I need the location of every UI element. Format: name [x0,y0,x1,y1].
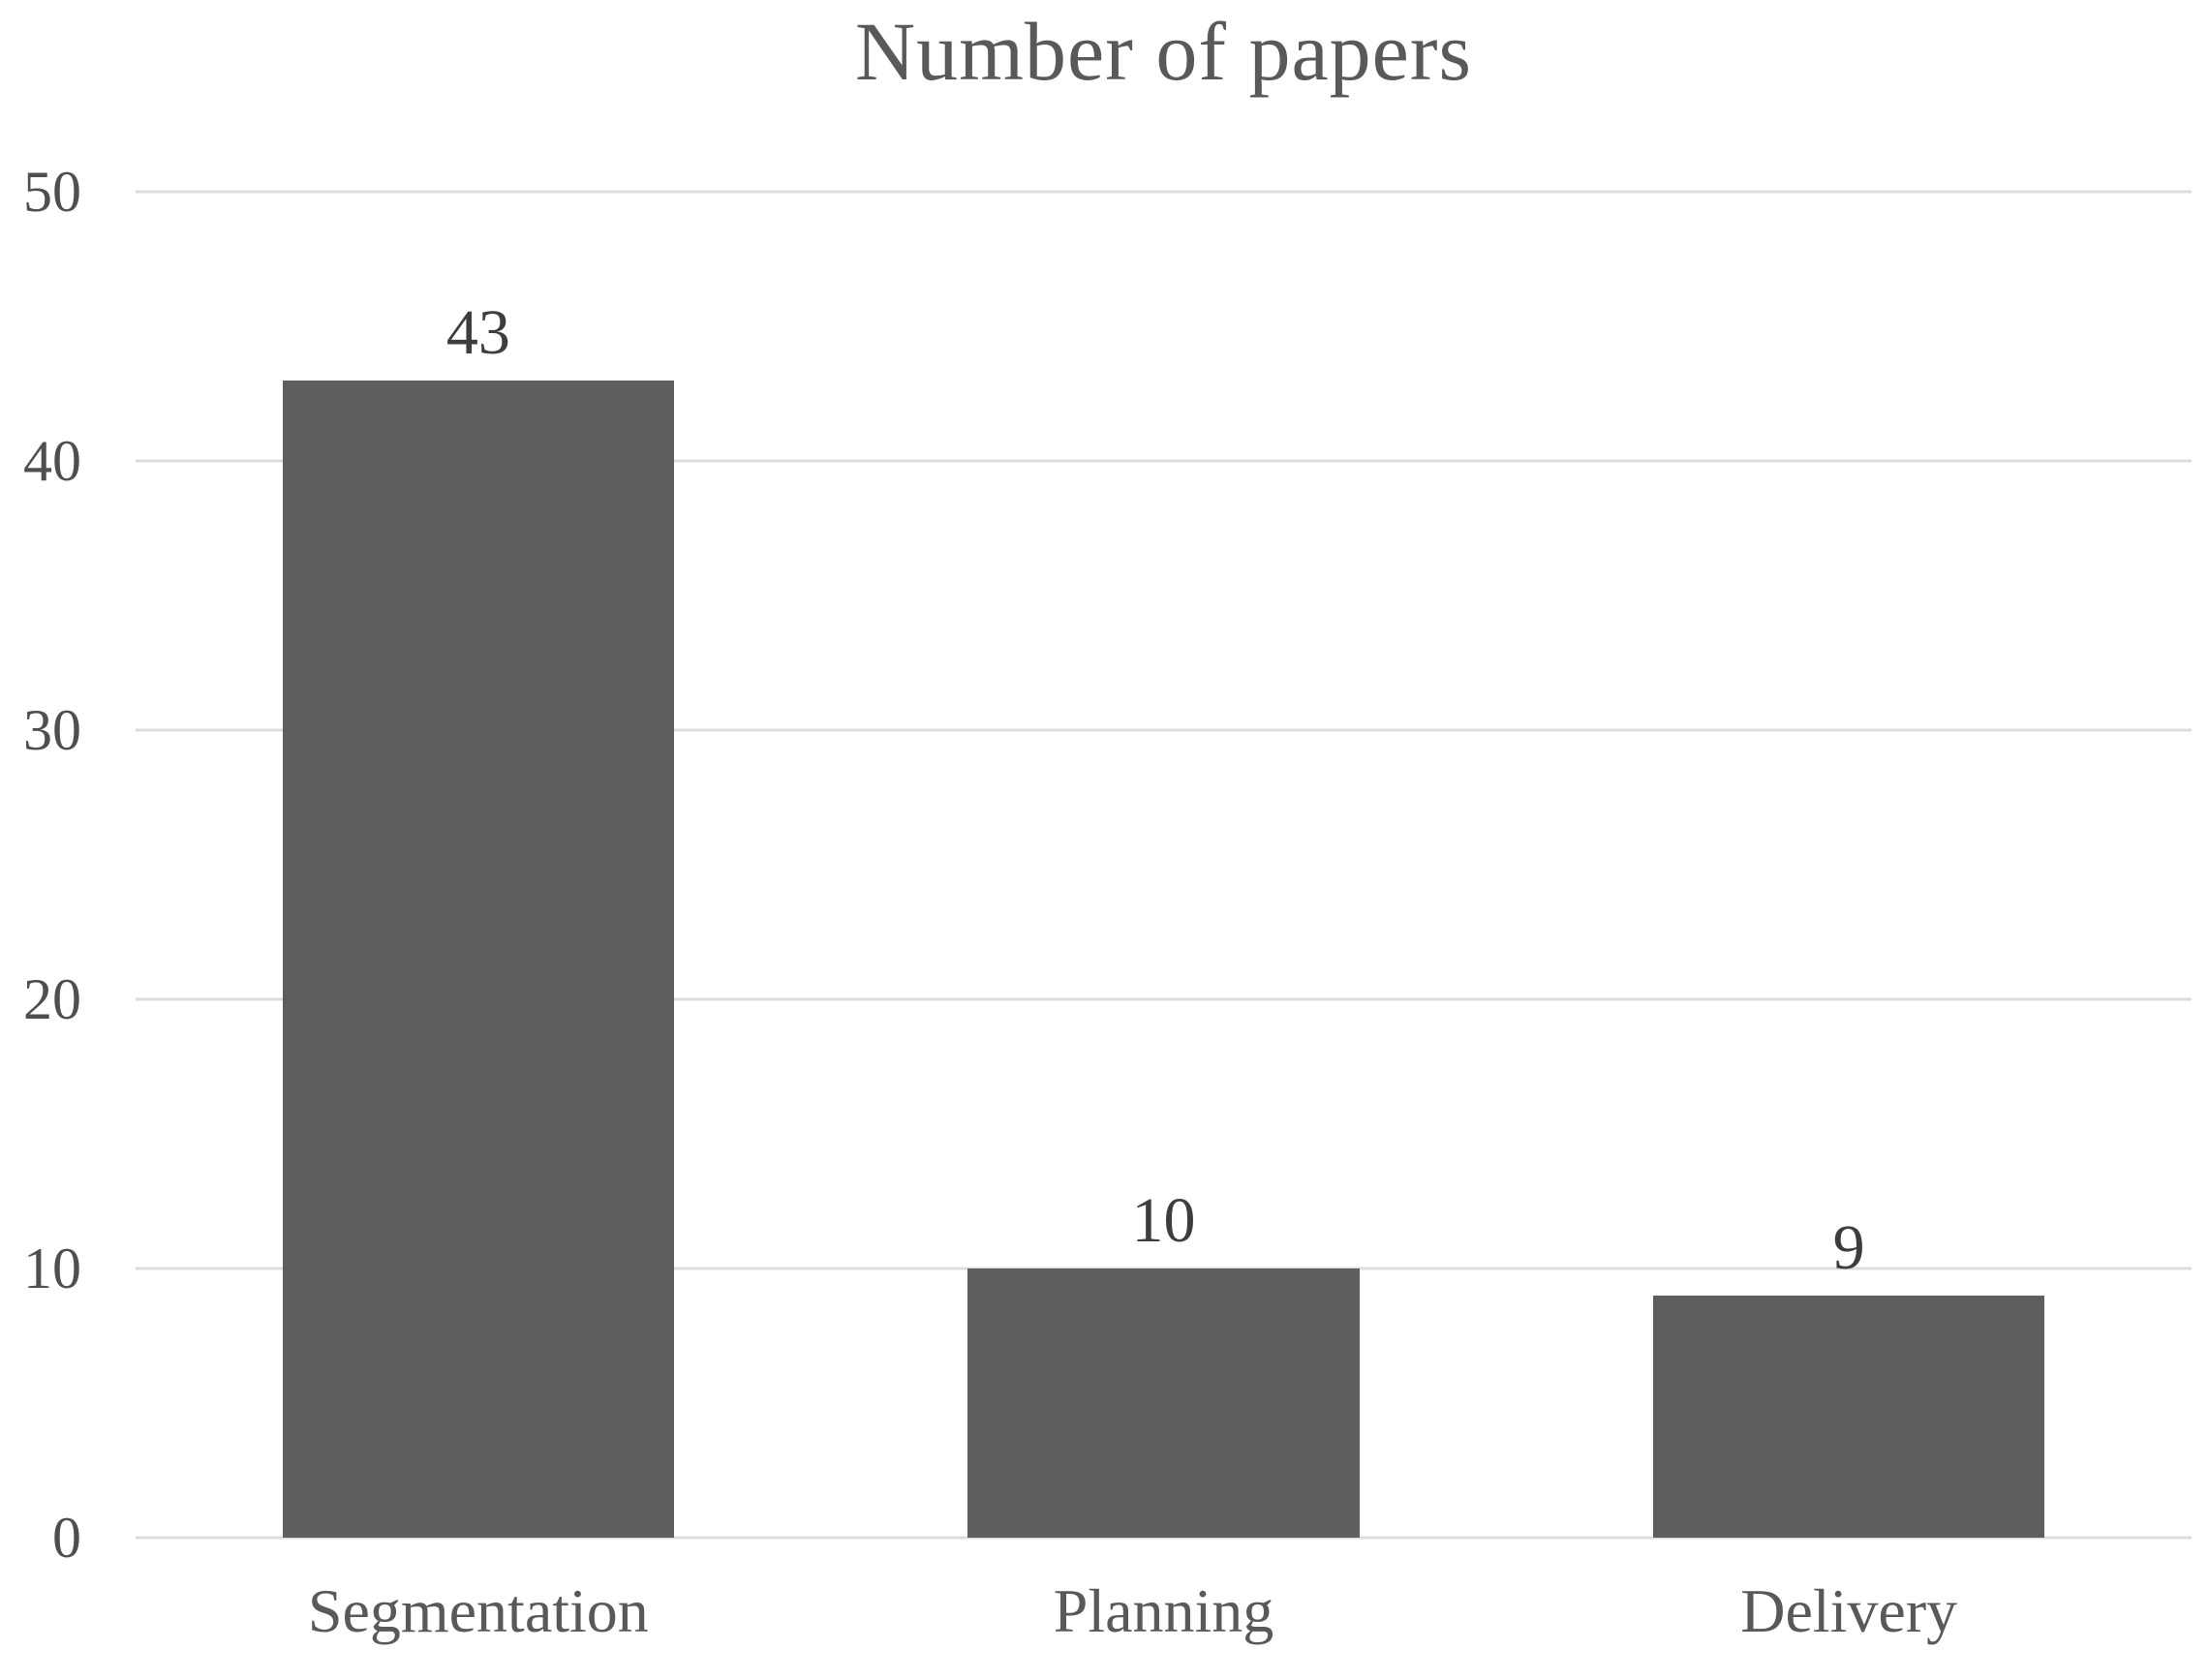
gridline-20 [136,997,2192,1001]
y-axis-tick-40: 40 [23,429,81,493]
y-axis-tick-50: 50 [23,160,81,224]
x-axis-label-planning: Planning [1053,1576,1274,1645]
bar-stack: 43 [282,192,674,1538]
x-axis-label-delivery: Delivery [1740,1576,1958,1645]
y-axis-tick-0: 0 [52,1506,81,1570]
bar-planning [967,1268,1360,1538]
bar-delivery [1653,1295,2045,1538]
bar-stack: 9 [1653,192,2045,1538]
gridline-0 [136,1536,2192,1540]
gridline-50 [136,190,2192,194]
bar-stack: 10 [967,192,1360,1538]
bar-segmentation [282,380,674,1538]
y-axis-tick-20: 20 [23,967,81,1031]
bar-value-label-planning: 10 [1131,1185,1196,1256]
plot-area: 43 10 9 [136,190,2192,1540]
bars-group: 43 10 9 [136,192,2192,1538]
gridline-30 [136,728,2192,732]
bar-value-label-segmentation: 43 [445,296,510,368]
bar-value-label-delivery: 9 [1832,1211,1865,1283]
bar-column-delivery: 9 [1506,192,2192,1538]
y-axis: 50 40 30 20 10 0 [0,163,81,1567]
x-axis: Segmentation Planning Delivery [136,1538,2192,1642]
x-axis-label-segmentation: Segmentation [307,1576,649,1645]
bar-column-segmentation: 43 [136,192,821,1538]
y-axis-tick-10: 10 [23,1237,81,1300]
chart-title: Number of papers [855,5,1472,98]
bar-column-planning: 10 [821,192,1507,1538]
gridline-40 [136,459,2192,463]
y-axis-tick-30: 30 [23,698,81,762]
